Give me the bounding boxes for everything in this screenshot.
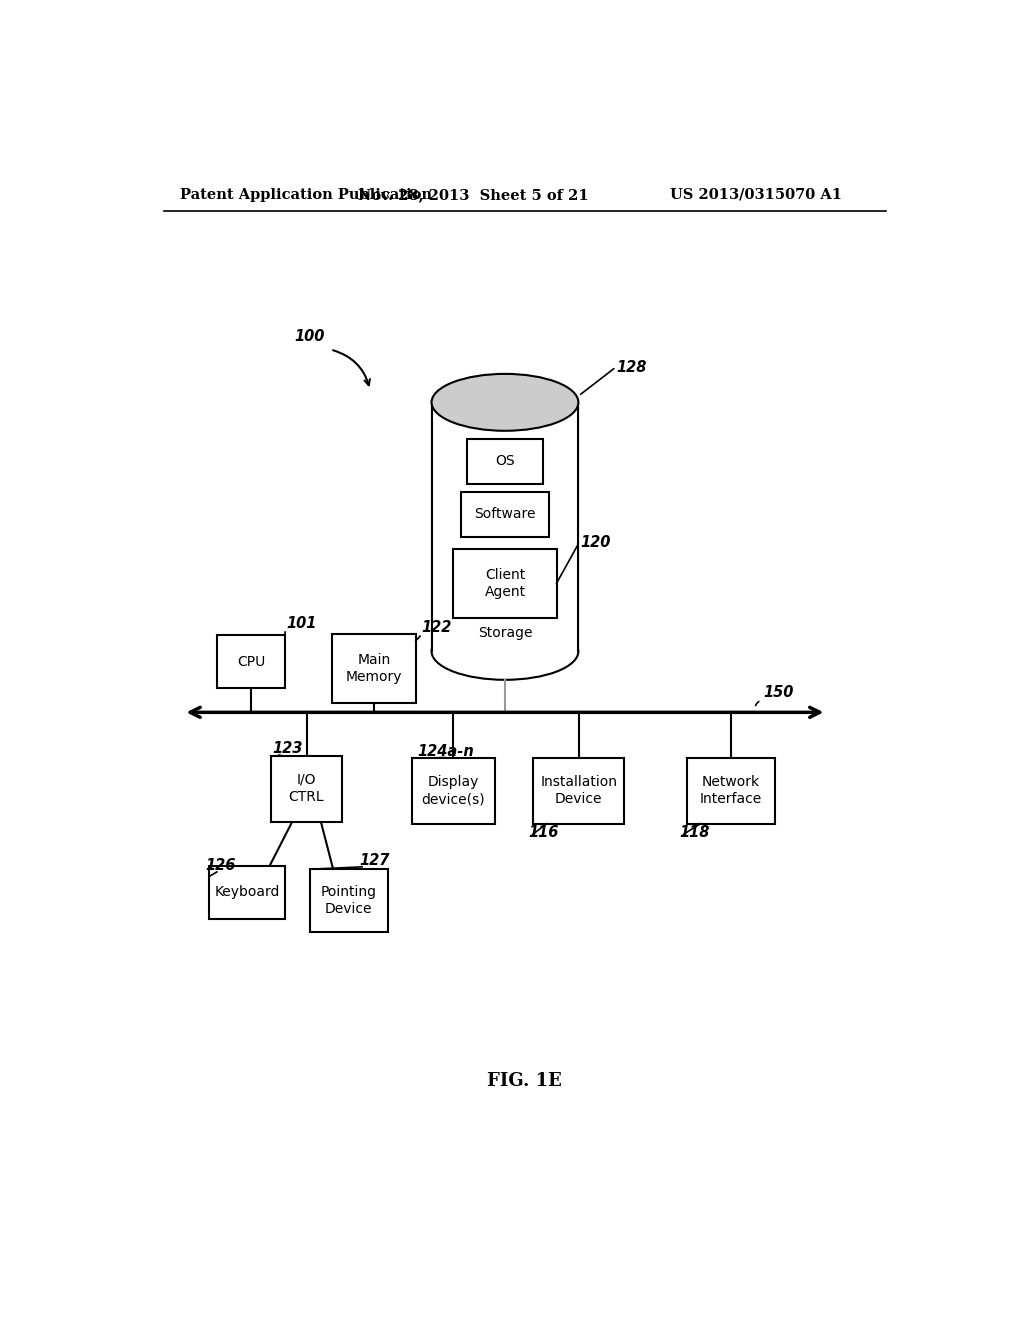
Text: 123: 123 xyxy=(272,741,303,756)
Text: 128: 128 xyxy=(616,360,646,375)
Text: Patent Application Publication: Patent Application Publication xyxy=(179,187,431,202)
Text: Installation
Device: Installation Device xyxy=(541,775,617,807)
Text: Client
Agent: Client Agent xyxy=(484,568,525,599)
Text: OS: OS xyxy=(496,454,515,469)
Text: Storage: Storage xyxy=(478,626,532,640)
Text: 150: 150 xyxy=(763,685,794,700)
Text: I/O
CTRL: I/O CTRL xyxy=(289,774,325,804)
Ellipse shape xyxy=(431,374,579,430)
Text: 116: 116 xyxy=(528,825,559,841)
Text: Pointing
Device: Pointing Device xyxy=(321,884,377,916)
Text: Main
Memory: Main Memory xyxy=(346,653,402,684)
Text: 101: 101 xyxy=(287,616,317,631)
Text: Display
device(s): Display device(s) xyxy=(422,775,485,807)
Bar xyxy=(431,403,579,651)
Bar xyxy=(454,549,557,618)
Text: 120: 120 xyxy=(581,535,610,549)
Text: 118: 118 xyxy=(680,825,710,841)
Bar xyxy=(270,755,342,821)
Text: Network
Interface: Network Interface xyxy=(700,775,762,807)
Bar xyxy=(687,758,775,824)
Text: CPU: CPU xyxy=(237,655,265,668)
Text: 126: 126 xyxy=(206,858,237,873)
Bar xyxy=(412,758,495,824)
Text: 100: 100 xyxy=(295,330,325,345)
Bar xyxy=(333,634,416,704)
Bar xyxy=(467,440,543,483)
Text: Software: Software xyxy=(474,507,536,521)
Text: US 2013/0315070 A1: US 2013/0315070 A1 xyxy=(671,187,842,202)
Bar xyxy=(309,869,387,932)
Text: Nov. 28, 2013  Sheet 5 of 21: Nov. 28, 2013 Sheet 5 of 21 xyxy=(358,187,589,202)
Ellipse shape xyxy=(431,623,579,680)
Bar xyxy=(217,635,285,688)
Text: 124a-n: 124a-n xyxy=(418,744,474,759)
Bar xyxy=(209,866,285,919)
Bar xyxy=(461,492,549,536)
Bar xyxy=(534,758,625,824)
Bar xyxy=(431,403,579,651)
Text: 127: 127 xyxy=(359,853,390,867)
Text: 122: 122 xyxy=(422,620,452,635)
Text: Keyboard: Keyboard xyxy=(214,886,280,899)
Text: FIG. 1E: FIG. 1E xyxy=(487,1072,562,1090)
